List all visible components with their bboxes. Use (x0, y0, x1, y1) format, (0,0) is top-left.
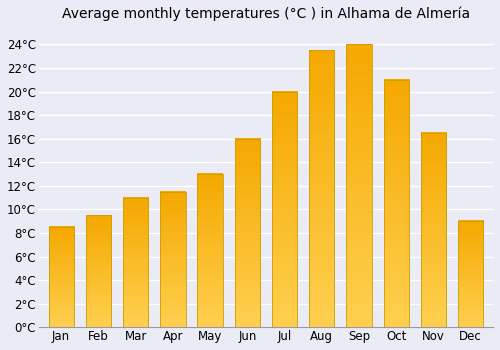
Bar (48, 227, 74, 327)
Bar (458, 221, 483, 327)
Bar (123, 198, 148, 327)
Bar (234, 139, 260, 327)
Bar (198, 174, 223, 327)
Bar (86, 215, 111, 327)
Bar (346, 44, 372, 327)
Bar (309, 50, 334, 327)
Bar (160, 192, 186, 327)
Bar (421, 133, 446, 327)
Title: Average monthly temperatures (°C ) in Alhama de Almería: Average monthly temperatures (°C ) in Al… (62, 7, 470, 21)
Bar (272, 92, 297, 327)
Bar (384, 80, 409, 327)
